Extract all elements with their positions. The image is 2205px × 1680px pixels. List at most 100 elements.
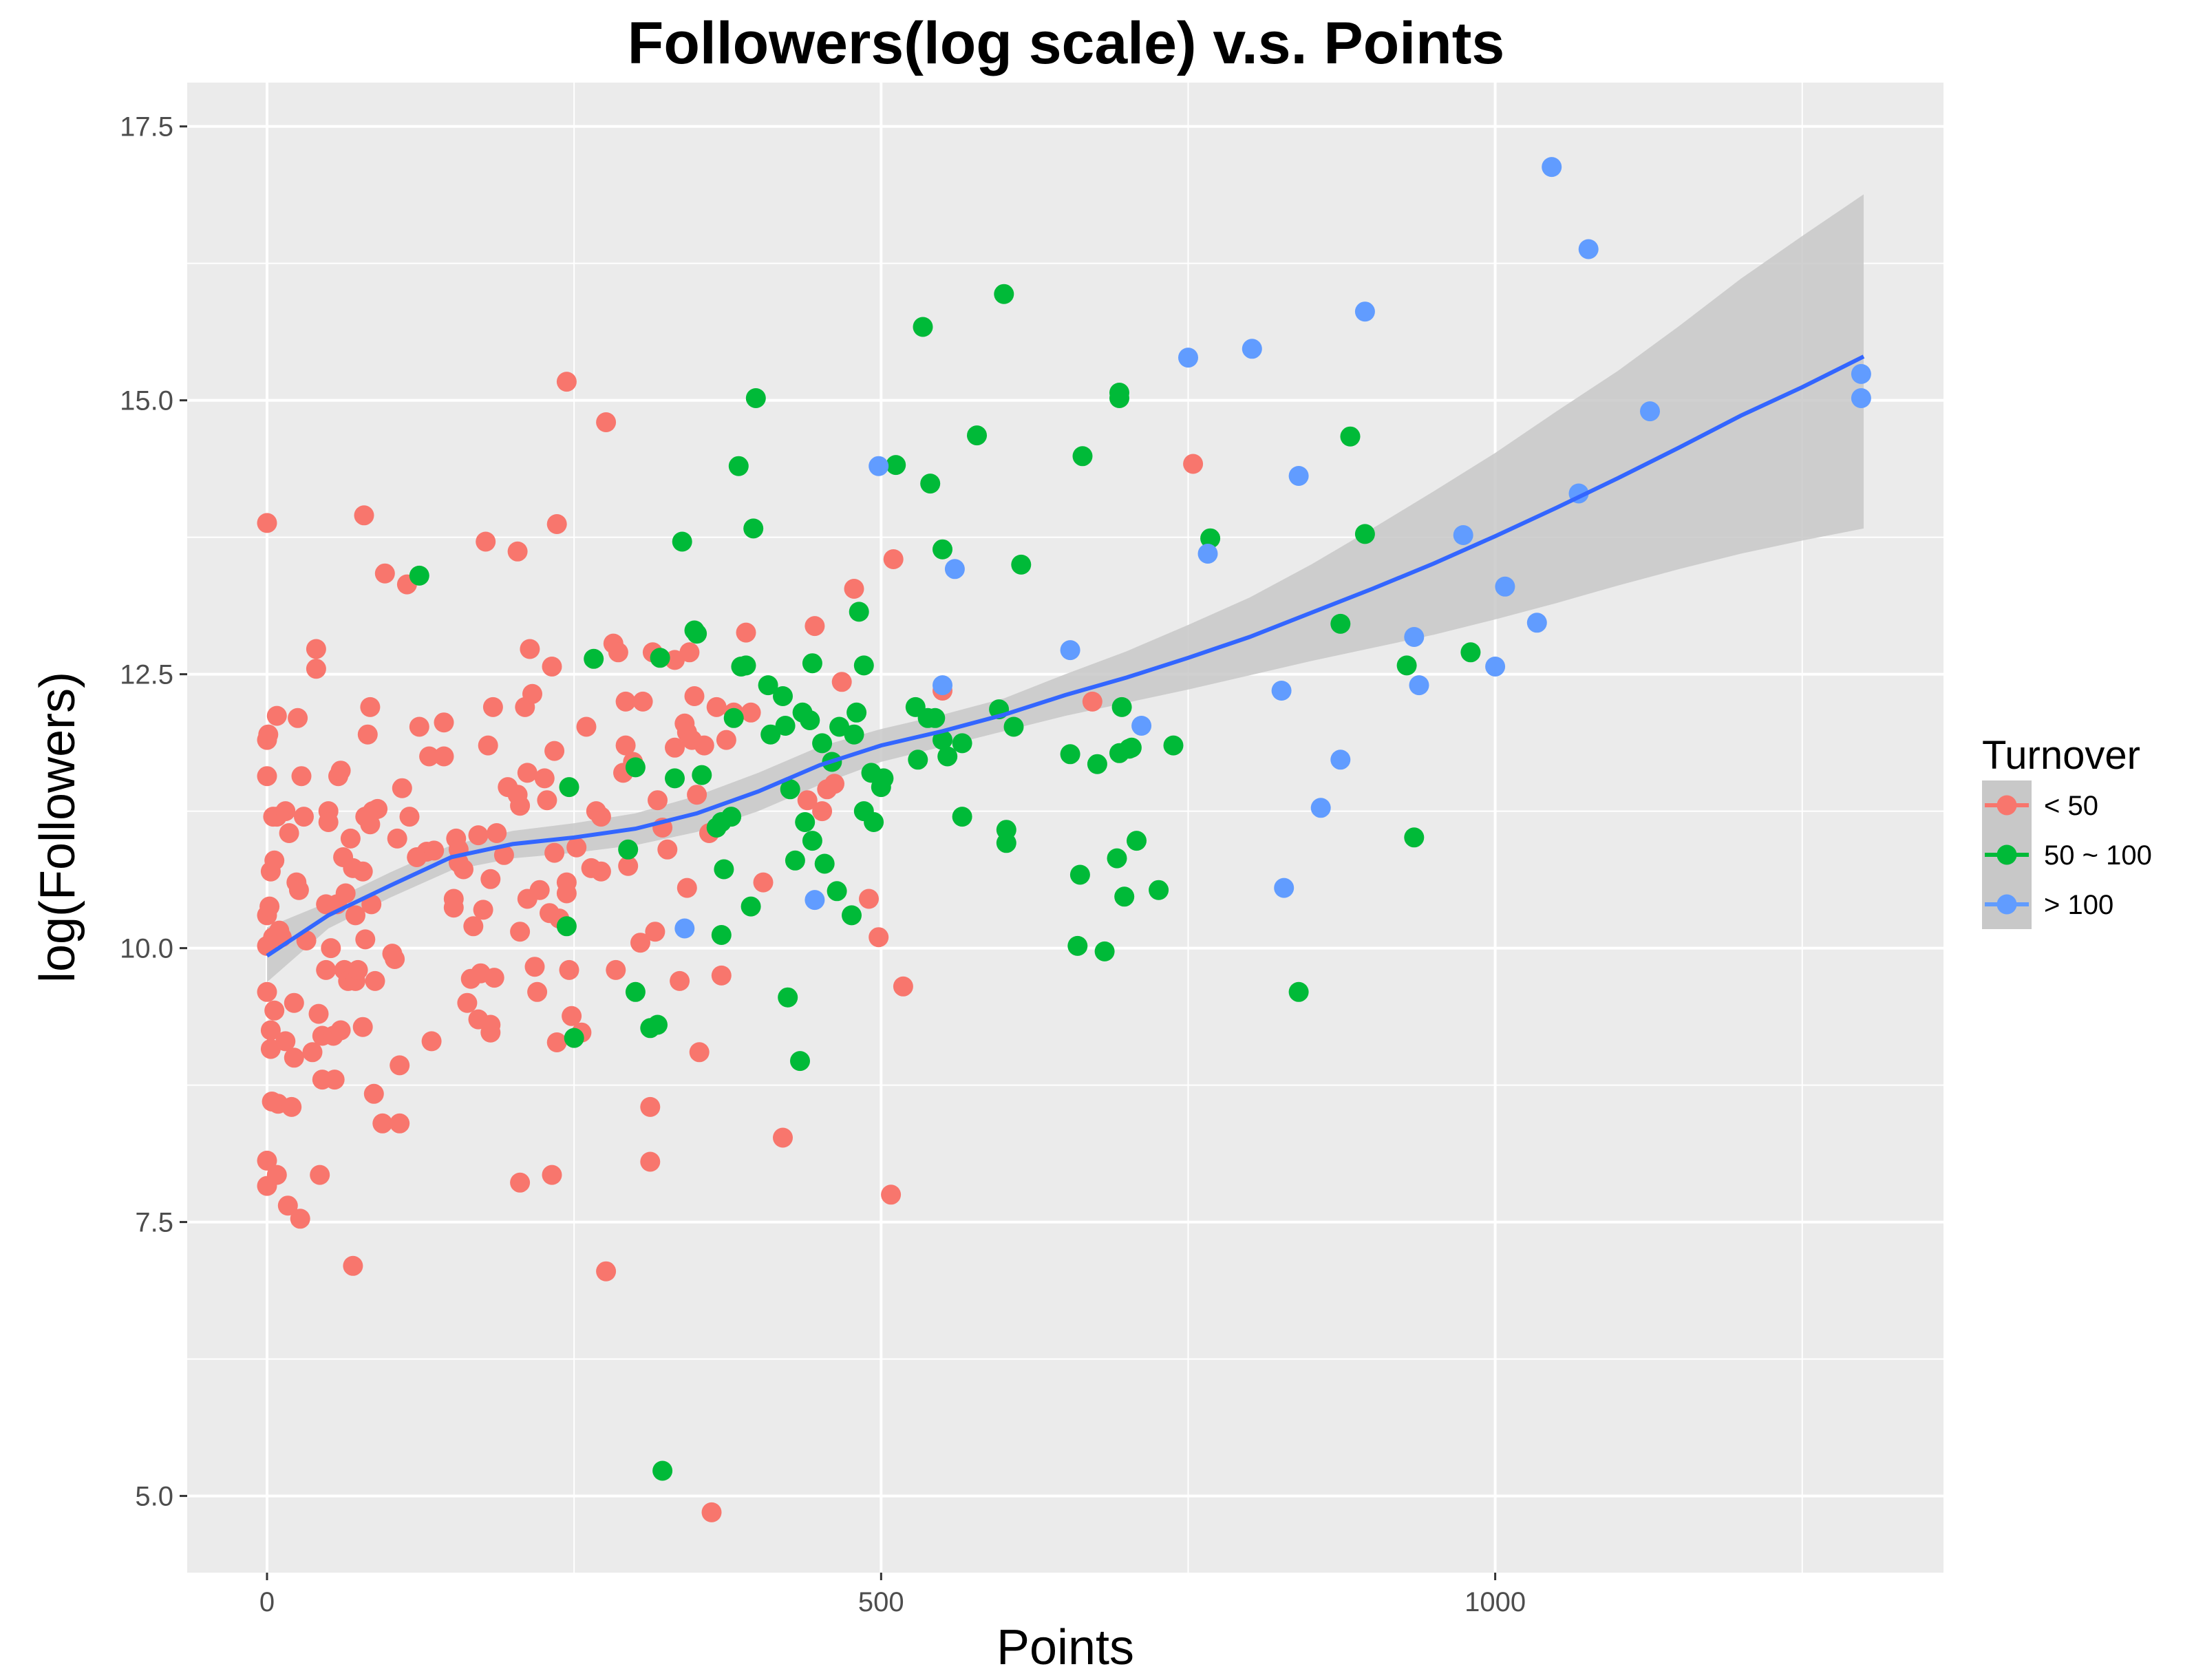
data-point-50-100 [829,716,850,737]
data-point-50-100 [925,708,946,728]
data-point-50-100 [967,425,987,446]
data-point-lt50 [324,1070,345,1090]
data-point-gt100 [1640,401,1660,422]
data-points [257,157,1871,1522]
data-point-lt50 [812,801,833,822]
data-point-gt100 [1404,627,1425,647]
data-point-gt100 [933,675,952,696]
data-point-50-100 [1067,935,1088,956]
data-point-50-100 [814,853,835,874]
data-point-50-100 [556,916,577,937]
data-point-lt50 [281,1096,302,1117]
data-point-lt50 [387,828,407,849]
data-point-gt100 [1542,157,1562,178]
data-point-gt100 [1495,576,1515,597]
data-point-lt50 [487,823,507,843]
data-point-lt50 [859,889,879,909]
data-point-lt50 [537,790,557,811]
data-point-lt50 [409,716,429,737]
data-point-lt50 [457,992,478,1013]
data-point-lt50 [670,970,690,991]
data-point-lt50 [302,1042,323,1063]
data-point-lt50 [264,1000,285,1021]
data-point-50-100 [650,648,670,668]
data-point-lt50 [606,959,626,980]
data-point-50-100 [1109,388,1129,408]
data-point-lt50 [534,768,555,789]
data-point-lt50 [310,1165,330,1185]
data-point-lt50 [454,859,473,880]
data-point-lt50 [596,1261,617,1282]
data-point-lt50 [546,1032,567,1052]
data-point-50-100 [687,624,707,644]
data-point-lt50 [275,1031,296,1052]
data-point-gt100 [1178,348,1198,368]
data-point-lt50 [258,724,279,745]
data-point-lt50 [468,825,489,846]
data-point-lt50 [473,900,493,920]
data-point-50-100 [827,881,847,902]
data-point-lt50 [562,1006,582,1026]
data-point-gt100 [1288,466,1309,486]
data-point-lt50 [306,659,326,679]
x-tick-label: 0 [259,1587,275,1617]
data-point-lt50 [257,766,277,787]
data-point-50-100 [1330,613,1351,634]
data-point-lt50 [352,1017,373,1037]
data-point-50-100 [780,779,800,800]
data-point-50-100 [952,733,972,754]
data-point-50-100 [1060,744,1080,765]
data-point-50-100 [1163,735,1184,756]
data-point-gt100 [1851,363,1871,384]
data-point-50-100 [802,831,822,851]
x-tick-label: 1000 [1464,1587,1526,1617]
data-point-gt100 [1526,613,1547,633]
plot-panel [187,83,1943,1573]
data-point-50-100 [846,702,867,723]
data-point-50-100 [802,653,822,674]
data-point-50-100 [864,812,884,832]
data-point-lt50 [266,1165,287,1185]
data-point-lt50 [640,1151,661,1172]
data-point-lt50 [390,1055,410,1076]
data-point-lt50 [517,763,537,783]
x-tick-label: 500 [858,1587,904,1617]
data-point-lt50 [542,657,562,677]
data-point-50-100 [933,539,952,560]
data-point-50-100 [741,896,761,917]
data-point-lt50 [869,927,889,948]
data-point-50-100 [952,807,972,827]
data-point-gt100 [944,559,965,580]
data-point-50-100 [618,839,639,860]
data-point-lt50 [399,807,420,827]
data-point-lt50 [316,959,337,980]
data-point-lt50 [556,883,577,904]
data-point-lt50 [679,642,700,663]
data-point-lt50 [385,949,405,969]
data-point-lt50 [805,616,825,637]
data-point-lt50 [542,1165,562,1185]
data-point-gt100 [1330,749,1351,770]
data-point-50-100 [908,749,928,770]
data-point-gt100 [1310,798,1331,818]
data-point-lt50 [529,880,550,900]
data-point-lt50 [355,929,376,950]
data-point-lt50 [881,1184,902,1205]
data-point-lt50 [340,828,361,849]
data-point-lt50 [434,712,454,733]
data-point-50-100 [775,716,796,736]
data-point-lt50 [424,840,445,861]
data-point-50-100 [785,850,805,871]
data-point-50-100 [692,765,712,785]
data-point-lt50 [510,796,531,816]
data-point-lt50 [260,1020,281,1041]
y-axis-title: log(Followers) [30,672,85,983]
data-point-lt50 [443,897,464,918]
data-point-50-100 [584,648,604,669]
data-point-50-100 [873,768,894,789]
data-point-50-100 [1354,524,1375,544]
data-point-lt50 [507,541,528,562]
data-point-lt50 [264,850,285,871]
data-point-lt50 [559,959,579,980]
data-point-lt50 [632,691,653,712]
